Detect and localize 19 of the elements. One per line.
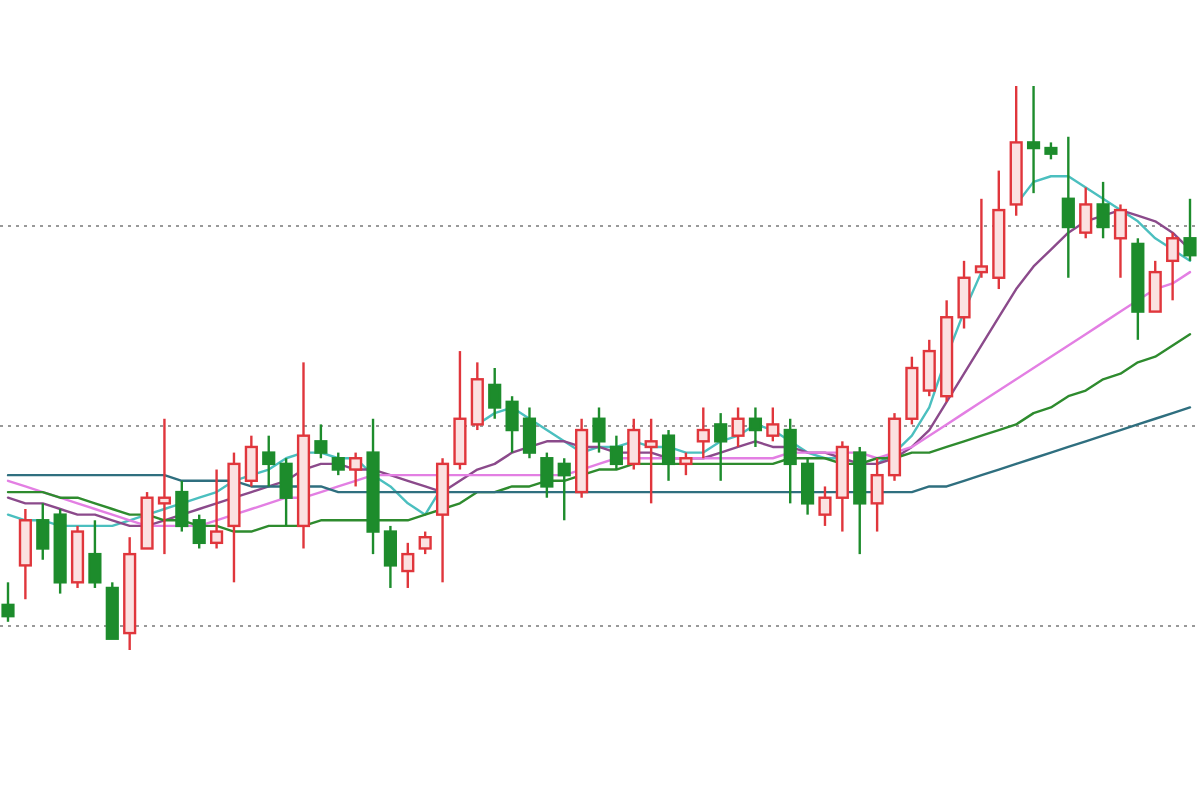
- candlestick: [644, 417, 658, 505]
- candlestick: [1061, 135, 1075, 279]
- candlestick: [157, 417, 172, 556]
- candlestick: [940, 299, 954, 404]
- candlestick: [801, 457, 815, 516]
- candlestick: [123, 536, 137, 652]
- candlestick: [609, 434, 623, 471]
- candlestick: [714, 411, 728, 482]
- candlestick: [835, 440, 849, 533]
- candlestick: [748, 406, 763, 449]
- candlestick: [366, 417, 380, 556]
- candlestick: [1113, 203, 1128, 279]
- candlestick: [435, 457, 450, 584]
- candlestick: [974, 197, 988, 279]
- candlestick: [575, 417, 589, 499]
- candlestick: [18, 507, 32, 601]
- candlestick: [887, 411, 902, 482]
- candlestick: [296, 361, 311, 550]
- candlestick: [1026, 84, 1041, 195]
